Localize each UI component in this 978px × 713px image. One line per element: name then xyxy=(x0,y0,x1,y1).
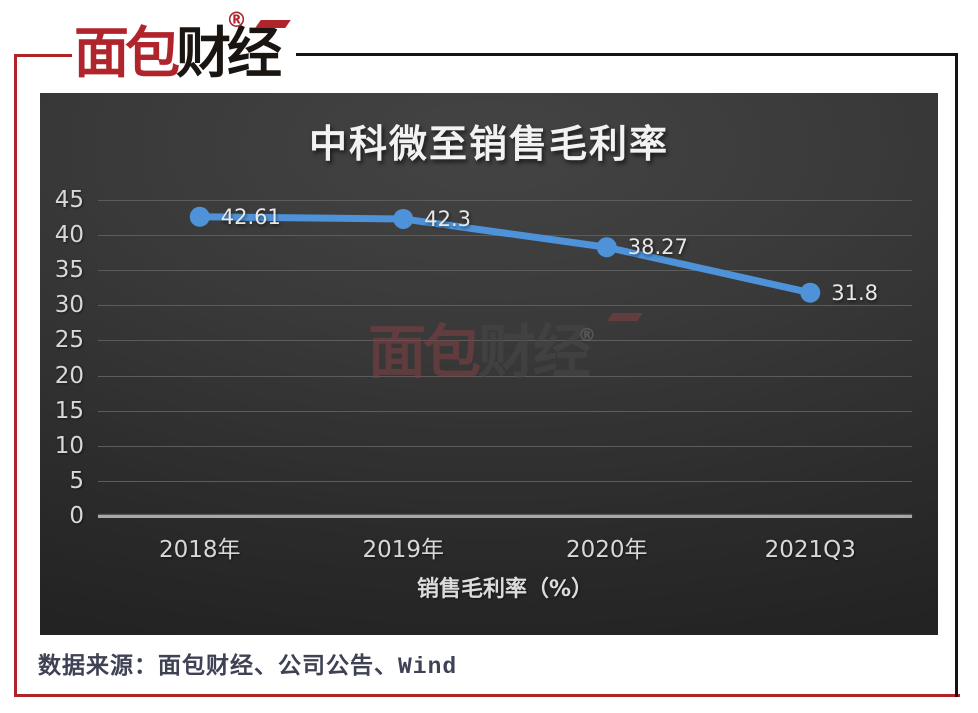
gridline xyxy=(98,480,912,482)
gridline xyxy=(98,270,912,272)
gridline xyxy=(98,410,912,412)
y-axis-tick-label: 10 xyxy=(54,432,84,459)
frame-bottom-line xyxy=(14,694,960,697)
y-axis-tick-label: 5 xyxy=(69,467,84,494)
data-source-note: 数据来源：面包财经、公司公告、Wind xyxy=(38,654,458,680)
watermark-text-dark: 财经 xyxy=(478,318,591,386)
registered-trademark-icon: ® xyxy=(226,8,247,32)
data-point-label: 38.27 xyxy=(627,235,688,260)
y-axis-tick-label: 35 xyxy=(54,257,84,284)
y-axis-tick-label: 40 xyxy=(54,222,84,249)
y-axis-tick-label: 20 xyxy=(54,362,84,389)
data-point-marker xyxy=(393,208,414,229)
data-point-marker xyxy=(800,282,821,303)
y-axis-tick-label: 45 xyxy=(54,187,84,213)
data-point-label: 42.3 xyxy=(424,206,472,231)
chart-panel: 中科微至销售毛利率 面包财经 ® 45 40 35 30 25 20 15 10 5 0 2018年… xyxy=(40,93,938,635)
x-axis-tick-label: 2018年 xyxy=(158,537,241,563)
frame-right-line xyxy=(955,53,958,697)
line-series-svg xyxy=(189,206,821,303)
frame-top-black-segment xyxy=(296,53,956,56)
x-axis-title: 销售毛利率（%） xyxy=(416,577,594,602)
chart-title: 中科微至销售毛利率 xyxy=(308,122,669,166)
x-axis-tick-label: 2019年 xyxy=(362,537,445,563)
data-point-marker xyxy=(189,206,210,227)
x-axis-tick-label: 2021Q3 xyxy=(764,537,856,563)
x-axis-line xyxy=(98,515,912,518)
gridline xyxy=(98,200,912,201)
brand-logo-text-red: 面包 xyxy=(74,21,180,85)
series-line xyxy=(196,213,814,297)
watermark-logo: 面包财经 ® xyxy=(368,313,643,386)
brand-logo-red-accent xyxy=(255,20,291,28)
data-point-label: 31.8 xyxy=(831,280,879,305)
gridline xyxy=(98,340,912,342)
y-axis-tick-label: 0 xyxy=(69,503,84,529)
gridline xyxy=(98,375,912,377)
watermark-text-red: 面包 xyxy=(368,318,481,386)
y-axis-tick-label: 15 xyxy=(54,397,84,424)
y-axis-tick-label: 25 xyxy=(54,327,84,354)
data-point-marker xyxy=(596,237,617,258)
watermark-registered-trademark-icon: ® xyxy=(578,325,596,346)
gridline xyxy=(98,445,912,447)
frame-left-line xyxy=(14,54,17,696)
gridline xyxy=(98,305,912,307)
brand-logo-text-dark: 财经 xyxy=(176,21,282,85)
data-point-label: 42.61 xyxy=(220,204,281,229)
x-axis-tick-label: 2020年 xyxy=(565,537,648,563)
brand-logo: 面包财经 xyxy=(74,21,282,85)
y-axis-tick-label: 30 xyxy=(54,292,84,319)
frame-top-red-segment xyxy=(14,54,72,57)
